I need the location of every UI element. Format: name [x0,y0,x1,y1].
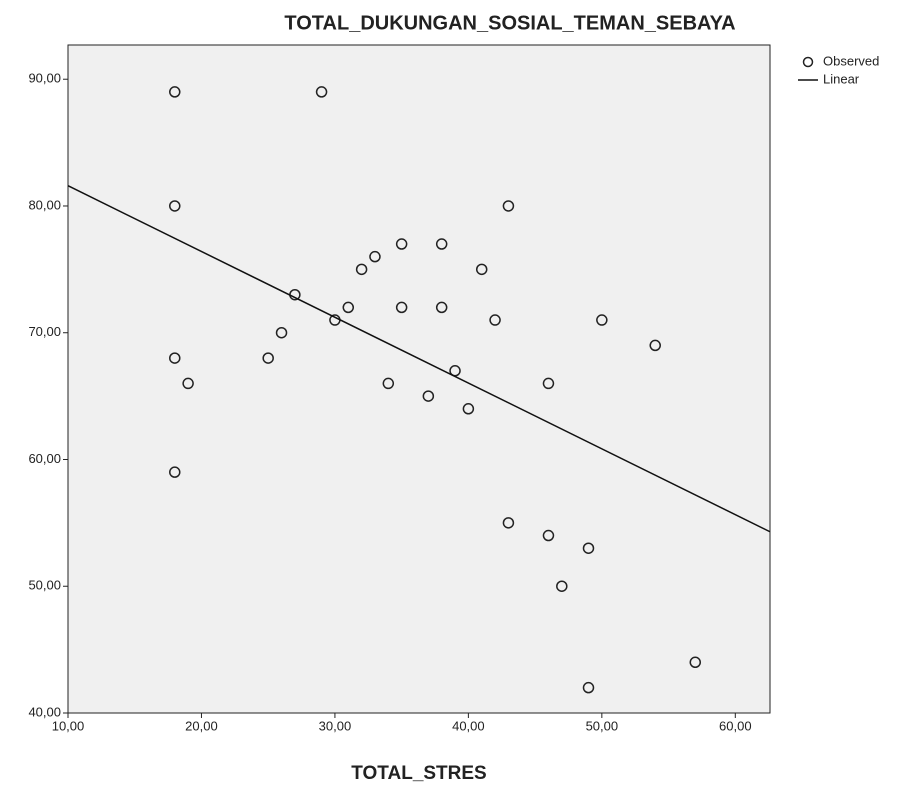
data-point [275,326,288,339]
x-tick-label: 40,00 [452,718,485,733]
chart-title: TOTAL_DUKUNGAN_SOSIAL_TEMAN_SEBAYA [284,12,735,34]
legend-label: Linear [823,71,860,86]
x-tick-label: 20,00 [185,718,218,733]
x-tick-label: 30,00 [319,718,352,733]
data-point [542,377,555,390]
data-point [596,314,608,326]
data-point [582,542,595,554]
legend-marker [802,56,814,68]
y-tick-label: 90,00 [28,71,61,86]
data-point [689,656,702,669]
data-point [355,263,368,276]
data-point [182,377,194,390]
y-tick-label: 80,00 [28,197,61,212]
x-tick-label: 60,00 [719,718,752,733]
data-point [556,580,568,592]
data-point [382,377,395,390]
data-point [369,250,381,263]
y-tick-label: 70,00 [28,324,61,339]
x-tick-label: 10,00 [52,718,85,733]
data-point [422,390,435,402]
data-point [435,238,448,250]
data-point [502,200,515,212]
data-point [395,301,408,314]
data-point [169,200,181,212]
data-point [475,263,488,276]
data-point [489,314,501,326]
x-tick-label: 50,00 [586,718,619,733]
data-point [262,352,274,364]
data-point [582,681,595,694]
data-point [315,86,328,98]
data-point [169,466,181,478]
data-point [649,339,661,352]
data-point [435,301,448,314]
x-axis-label: TOTAL_STRES [351,763,486,784]
legend-label: Observed [823,53,879,68]
data-point [169,86,181,98]
data-point [395,238,408,250]
fit-line [67,185,771,533]
data-point [502,517,515,529]
data-point [342,301,355,314]
data-point [462,403,475,415]
y-tick-label: 60,00 [28,451,61,466]
data-point [169,352,181,364]
plot-area [67,44,771,714]
y-tick-label: 40,00 [28,704,61,719]
y-tick-label: 50,00 [28,578,61,593]
data-point [542,529,555,542]
